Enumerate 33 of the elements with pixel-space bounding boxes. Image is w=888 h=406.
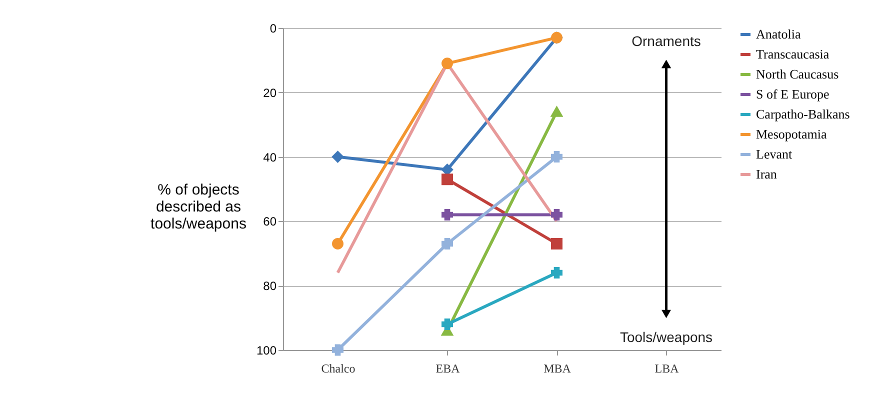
x-tick-label: EBA (436, 362, 460, 376)
point (332, 344, 344, 356)
point (442, 164, 453, 176)
x-tick-label: MBA (544, 362, 572, 376)
x-tick-label: Chalco (321, 362, 356, 376)
point (332, 238, 344, 250)
point (551, 209, 562, 221)
annotation: Tools/weapons (620, 329, 713, 345)
legend-label: Carpatho-Balkans (756, 106, 850, 122)
legend-label: Anatolia (756, 26, 801, 42)
y-tick-label: 0 (270, 22, 277, 36)
y-tick-label: 60 (263, 214, 277, 229)
point (551, 151, 562, 163)
y-tick-label: 20 (263, 86, 277, 100)
x-tick-label: LBA (654, 362, 680, 376)
point (551, 266, 562, 278)
legend-label: Transcaucasia (756, 46, 830, 62)
legend-label: Mesopotamia (756, 126, 827, 142)
y-axis-title: % of objects described as tools/weapons (150, 182, 246, 232)
legend-label: S of E Europe (756, 86, 830, 102)
point (442, 238, 453, 250)
legend-label: North Caucasus (756, 66, 839, 82)
point (551, 238, 562, 250)
point (442, 174, 453, 186)
y-tick-label: 40 (263, 150, 277, 164)
annotation: Ornaments (632, 33, 701, 49)
y-tick-label: 100 (256, 344, 277, 358)
legend-label: Iran (756, 166, 778, 182)
legend-label: Levant (756, 146, 792, 162)
point (442, 58, 453, 70)
point (332, 151, 344, 163)
point (442, 209, 453, 221)
y-tick-label: 80 (263, 279, 277, 294)
